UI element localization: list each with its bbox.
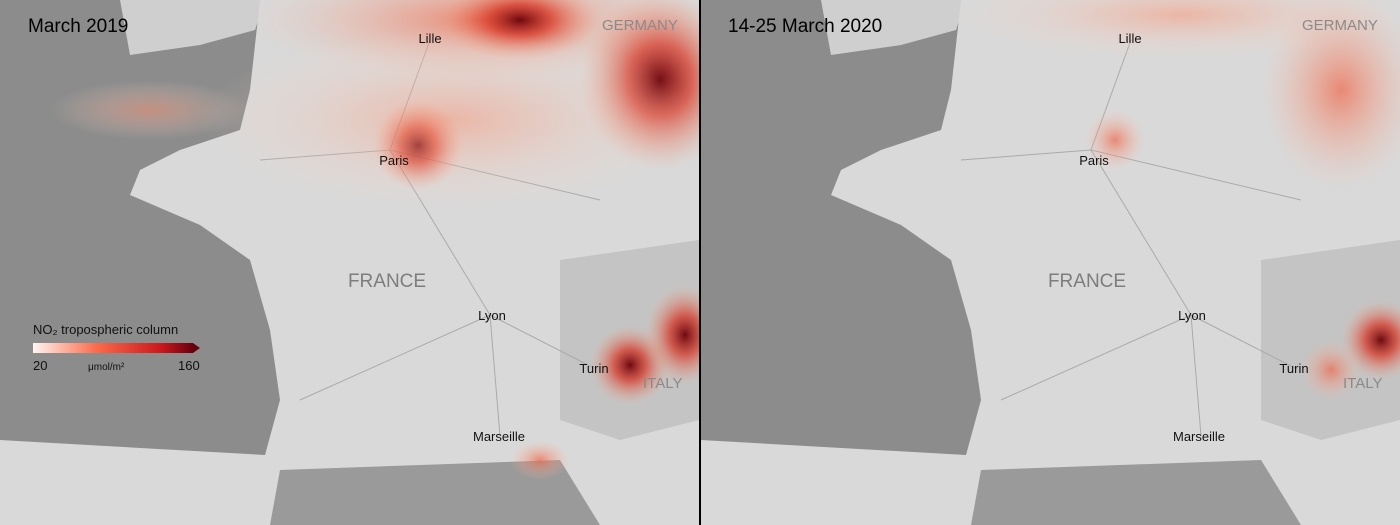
city-label: Lille: [418, 31, 441, 46]
legend: NO₂ tropospheric column 20 μmol/m² 160: [33, 322, 200, 373]
city-label: Lille: [1118, 31, 1141, 46]
city-label: Turin: [579, 361, 608, 376]
legend-title: NO₂ tropospheric column: [33, 322, 178, 337]
labels-2020: 14-25 March 2020 GERMANY FRANCE ITALY Li…: [728, 16, 1382, 444]
city-label: Paris: [379, 153, 409, 168]
panel-2019: [0, 0, 699, 525]
country-label: ITALY: [1343, 375, 1382, 392]
panel-title: 14-25 March 2020: [728, 16, 882, 37]
country-label: FRANCE: [1048, 271, 1126, 292]
city-label: Paris: [1079, 153, 1109, 168]
country-label: GERMANY: [1302, 17, 1378, 34]
legend-unit: μmol/m²: [88, 362, 125, 373]
city-label: Marseille: [473, 429, 525, 444]
city-label: Turin: [1279, 361, 1308, 376]
city-label: Marseille: [1173, 429, 1225, 444]
scale-arrow: [193, 343, 200, 353]
labels-2019: March 2019 GERMANY FRANCE ITALY Lille Pa…: [28, 16, 682, 444]
legend-min: 20: [33, 358, 47, 373]
country-label: ITALY: [643, 375, 682, 392]
city-label: Lyon: [478, 308, 506, 323]
panel-2020: [701, 0, 1400, 525]
panel-title: March 2019: [28, 16, 128, 37]
color-scale: [33, 343, 193, 353]
country-label: FRANCE: [348, 271, 426, 292]
legend-max: 160: [178, 358, 200, 373]
city-label: Lyon: [1178, 308, 1206, 323]
country-label: GERMANY: [602, 17, 678, 34]
